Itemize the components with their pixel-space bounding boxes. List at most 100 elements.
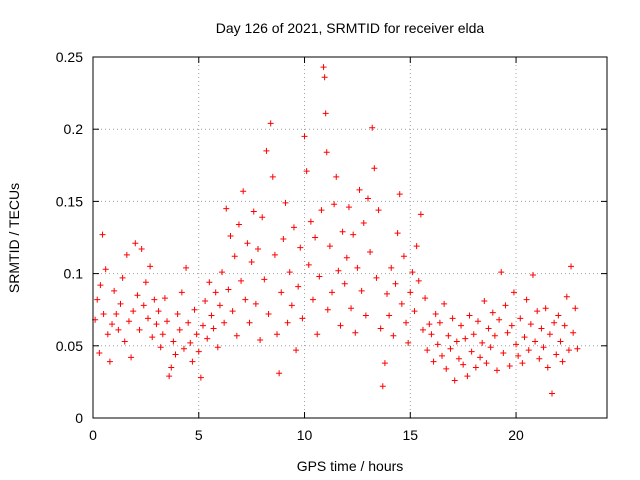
data-point	[390, 332, 397, 339]
data-point	[449, 315, 456, 322]
data-point	[367, 248, 374, 255]
data-point	[483, 360, 490, 367]
data-point	[278, 289, 285, 296]
data-point	[350, 231, 357, 238]
data-point	[561, 322, 568, 329]
data-point	[265, 311, 272, 318]
data-point	[136, 326, 143, 333]
data-point	[170, 338, 177, 345]
data-point	[240, 188, 247, 195]
data-point	[364, 195, 371, 202]
data-point	[468, 348, 475, 355]
data-point	[553, 351, 560, 358]
data-point	[125, 318, 132, 325]
data-point	[282, 199, 289, 206]
data-point	[280, 235, 287, 242]
data-point	[164, 318, 171, 325]
data-point	[290, 224, 297, 231]
data-point	[132, 240, 139, 247]
data-point	[214, 344, 221, 351]
data-point	[106, 358, 113, 365]
data-point	[99, 231, 106, 238]
x-tick-label: 15	[402, 427, 418, 443]
data-point	[123, 251, 130, 258]
data-point	[565, 347, 572, 354]
data-point	[458, 322, 465, 329]
data-point	[409, 269, 416, 276]
data-point	[555, 312, 562, 319]
data-point	[195, 348, 202, 355]
data-point	[498, 269, 505, 276]
data-point	[257, 337, 264, 344]
data-point	[111, 287, 118, 294]
data-point	[510, 289, 517, 296]
data-point	[381, 360, 388, 367]
data-point	[362, 312, 369, 319]
data-point	[400, 253, 407, 260]
data-point	[233, 332, 240, 339]
data-point	[168, 364, 175, 371]
data-point	[140, 302, 147, 309]
data-point	[323, 149, 330, 156]
data-point	[394, 230, 401, 237]
data-point	[286, 269, 293, 276]
data-point	[479, 339, 486, 346]
data-point	[176, 326, 183, 333]
data-point	[341, 280, 348, 287]
data-point	[274, 331, 281, 338]
data-point	[432, 311, 439, 318]
data-point	[297, 244, 304, 251]
data-point	[113, 311, 120, 318]
data-point	[441, 300, 448, 307]
data-point	[489, 309, 496, 316]
data-point	[470, 331, 477, 338]
data-point	[398, 300, 405, 307]
data-point	[96, 350, 103, 357]
data-point	[183, 264, 190, 271]
data-point	[151, 296, 158, 303]
data-point	[248, 259, 255, 266]
y-axis-label: SRMTID / TECUs	[6, 183, 22, 293]
data-point	[261, 276, 268, 283]
data-point	[238, 277, 245, 284]
data-point	[392, 280, 399, 287]
data-point	[373, 274, 380, 281]
data-point	[436, 319, 443, 326]
data-point	[147, 263, 154, 270]
data-point	[117, 300, 124, 307]
data-point	[536, 355, 543, 362]
data-point	[324, 306, 331, 313]
data-point	[496, 316, 503, 323]
data-point	[491, 332, 498, 339]
data-point	[326, 243, 333, 250]
data-point	[559, 358, 566, 365]
data-point	[185, 319, 192, 326]
data-point	[242, 296, 249, 303]
data-point	[159, 331, 166, 338]
data-point	[301, 133, 308, 140]
y-tick-label: 0.15	[56, 193, 83, 209]
y-tick-label: 0	[75, 410, 83, 426]
data-point	[191, 306, 198, 313]
data-point	[329, 289, 336, 296]
data-point	[508, 322, 515, 329]
data-point	[396, 191, 403, 198]
data-point	[225, 286, 232, 293]
data-point	[506, 363, 513, 370]
data-point	[551, 319, 558, 326]
data-point	[439, 352, 446, 359]
data-point	[542, 305, 549, 312]
grid-lines	[93, 57, 607, 418]
y-tick-label: 0.25	[56, 49, 83, 65]
data-point	[250, 208, 257, 215]
x-tick-label: 20	[508, 427, 524, 443]
data-point	[231, 253, 238, 260]
data-point	[219, 269, 226, 276]
data-point	[335, 267, 342, 274]
data-point	[538, 325, 545, 332]
data-point	[384, 290, 391, 297]
data-point	[284, 319, 291, 326]
data-point	[544, 364, 551, 371]
data-point	[455, 355, 462, 362]
data-point	[254, 246, 261, 253]
